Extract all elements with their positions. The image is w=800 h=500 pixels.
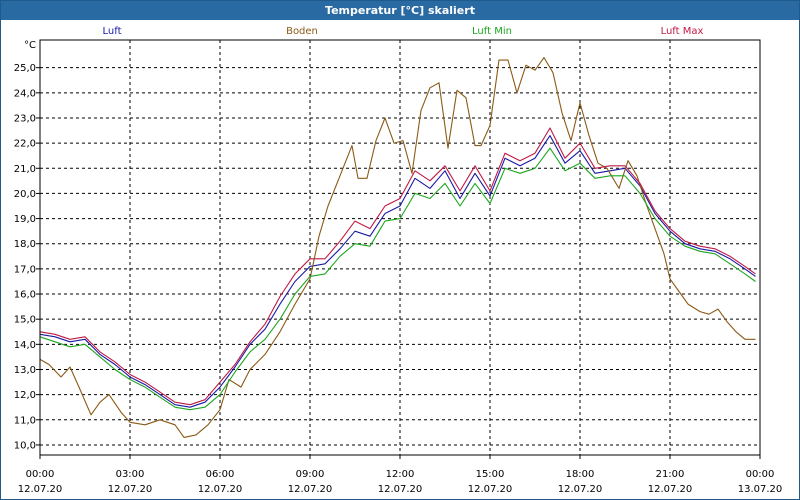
- y-tick-label: 15,0: [14, 315, 36, 326]
- x-tick-time-label: 00:00: [26, 469, 55, 480]
- y-tick-label: 21,0: [14, 164, 36, 175]
- x-tick-date-label: 12.07.20: [108, 484, 153, 495]
- y-tick-label: 24,0: [14, 88, 36, 99]
- chart-title: Temperatur [°C] skaliert: [1, 1, 799, 20]
- x-tick-time-label: 15:00: [476, 469, 505, 480]
- x-tick-time-label: 21:00: [656, 469, 685, 480]
- x-tick-time-label: 00:00: [746, 469, 775, 480]
- x-tick-date-label: 12.07.20: [648, 484, 693, 495]
- y-axis-unit: °C: [24, 40, 36, 51]
- series-line-luft-max: [39, 127, 756, 406]
- y-tick-label: 23,0: [14, 113, 36, 124]
- y-tick-label: 22,0: [14, 139, 36, 150]
- y-tick-label: 17,0: [14, 264, 36, 275]
- y-tick-label: 11,0: [14, 415, 36, 426]
- series-layer: [39, 57, 756, 438]
- x-tick-date-label: 13.07.20: [738, 484, 783, 495]
- x-tick-date-label: 12.07.20: [468, 484, 513, 495]
- y-axis: 10,0 11,0 12,0 13,0 14,0 15,0 16,0 17,0 18,0 19,0…: [14, 63, 40, 451]
- y-tick-label: 20,0: [14, 189, 36, 200]
- y-tick-label: 18,0: [14, 239, 36, 250]
- x-axis: 00:00 12.07.20 03:00 12.07.20 06:00 12.07.20 0…: [18, 455, 783, 495]
- y-tick-label: 12,0: [14, 390, 36, 401]
- series-line-luft: [39, 135, 756, 408]
- x-tick-date-label: 12.07.20: [18, 484, 63, 495]
- y-tick-label: 19,0: [14, 214, 36, 225]
- y-tick-label: 13,0: [14, 365, 36, 376]
- x-tick-date-label: 12.07.20: [288, 484, 333, 495]
- x-tick-time-label: 06:00: [206, 469, 235, 480]
- x-tick-time-label: 12:00: [386, 469, 415, 480]
- x-tick-date-label: 12.07.20: [378, 484, 423, 495]
- x-tick-time-label: 09:00: [296, 469, 325, 480]
- grid: [40, 40, 760, 455]
- x-tick-date-label: 12.07.20: [198, 484, 243, 495]
- y-tick-label: 14,0: [14, 340, 36, 351]
- x-tick-date-label: 12.07.20: [558, 484, 603, 495]
- y-tick-label: 16,0: [14, 290, 36, 301]
- series-line-luft-min: [39, 147, 756, 411]
- x-tick-time-label: 03:00: [116, 469, 145, 480]
- legend-entry: Boden: [286, 26, 318, 37]
- x-tick-time-label: 18:00: [566, 469, 595, 480]
- legend: Luft Boden Luft Min Luft Max: [103, 26, 704, 37]
- legend-entry: Luft Max: [661, 26, 704, 37]
- series-line-boden: [39, 57, 756, 438]
- y-tick-label: 25,0: [14, 63, 36, 74]
- legend-entry: Luft: [103, 26, 122, 37]
- y-tick-label: 10,0: [14, 440, 36, 451]
- legend-entry: Luft Min: [472, 26, 512, 37]
